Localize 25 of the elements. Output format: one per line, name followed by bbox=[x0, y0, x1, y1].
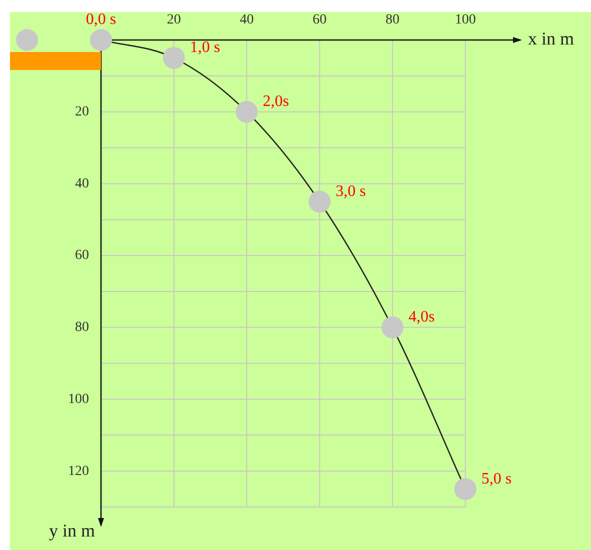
point bbox=[162, 46, 185, 69]
x-tick-label: 100 bbox=[454, 12, 476, 28]
x-tick-label: 20 bbox=[166, 12, 181, 28]
y-tick-label: 80 bbox=[75, 320, 89, 336]
y-axis-title: y in m bbox=[48, 520, 95, 541]
annotation: 0,0 s bbox=[86, 11, 116, 28]
point bbox=[90, 29, 112, 51]
x-tick-label: 40 bbox=[240, 12, 254, 28]
annotation: 4,0s bbox=[408, 308, 435, 326]
point bbox=[308, 190, 331, 213]
x-tick-label: 60 bbox=[312, 12, 327, 28]
y-tick-label: 60 bbox=[75, 248, 89, 264]
point bbox=[236, 100, 258, 123]
y-tick-label: 40 bbox=[75, 176, 89, 192]
x-axis-title: x in m bbox=[528, 28, 574, 49]
annotation: 2,0s bbox=[262, 93, 289, 110]
y-tick-label: 120 bbox=[68, 464, 89, 479]
y-tick-label: 20 bbox=[75, 104, 89, 120]
y-tick-label: 100 bbox=[68, 392, 89, 407]
point bbox=[381, 316, 404, 338]
point bbox=[454, 478, 476, 500]
x-tick-label: 80 bbox=[385, 12, 400, 28]
annotation: 3,0 s bbox=[336, 182, 366, 200]
annotation: 1,0 s bbox=[190, 39, 220, 56]
annotation: 5,0 s bbox=[481, 470, 512, 488]
